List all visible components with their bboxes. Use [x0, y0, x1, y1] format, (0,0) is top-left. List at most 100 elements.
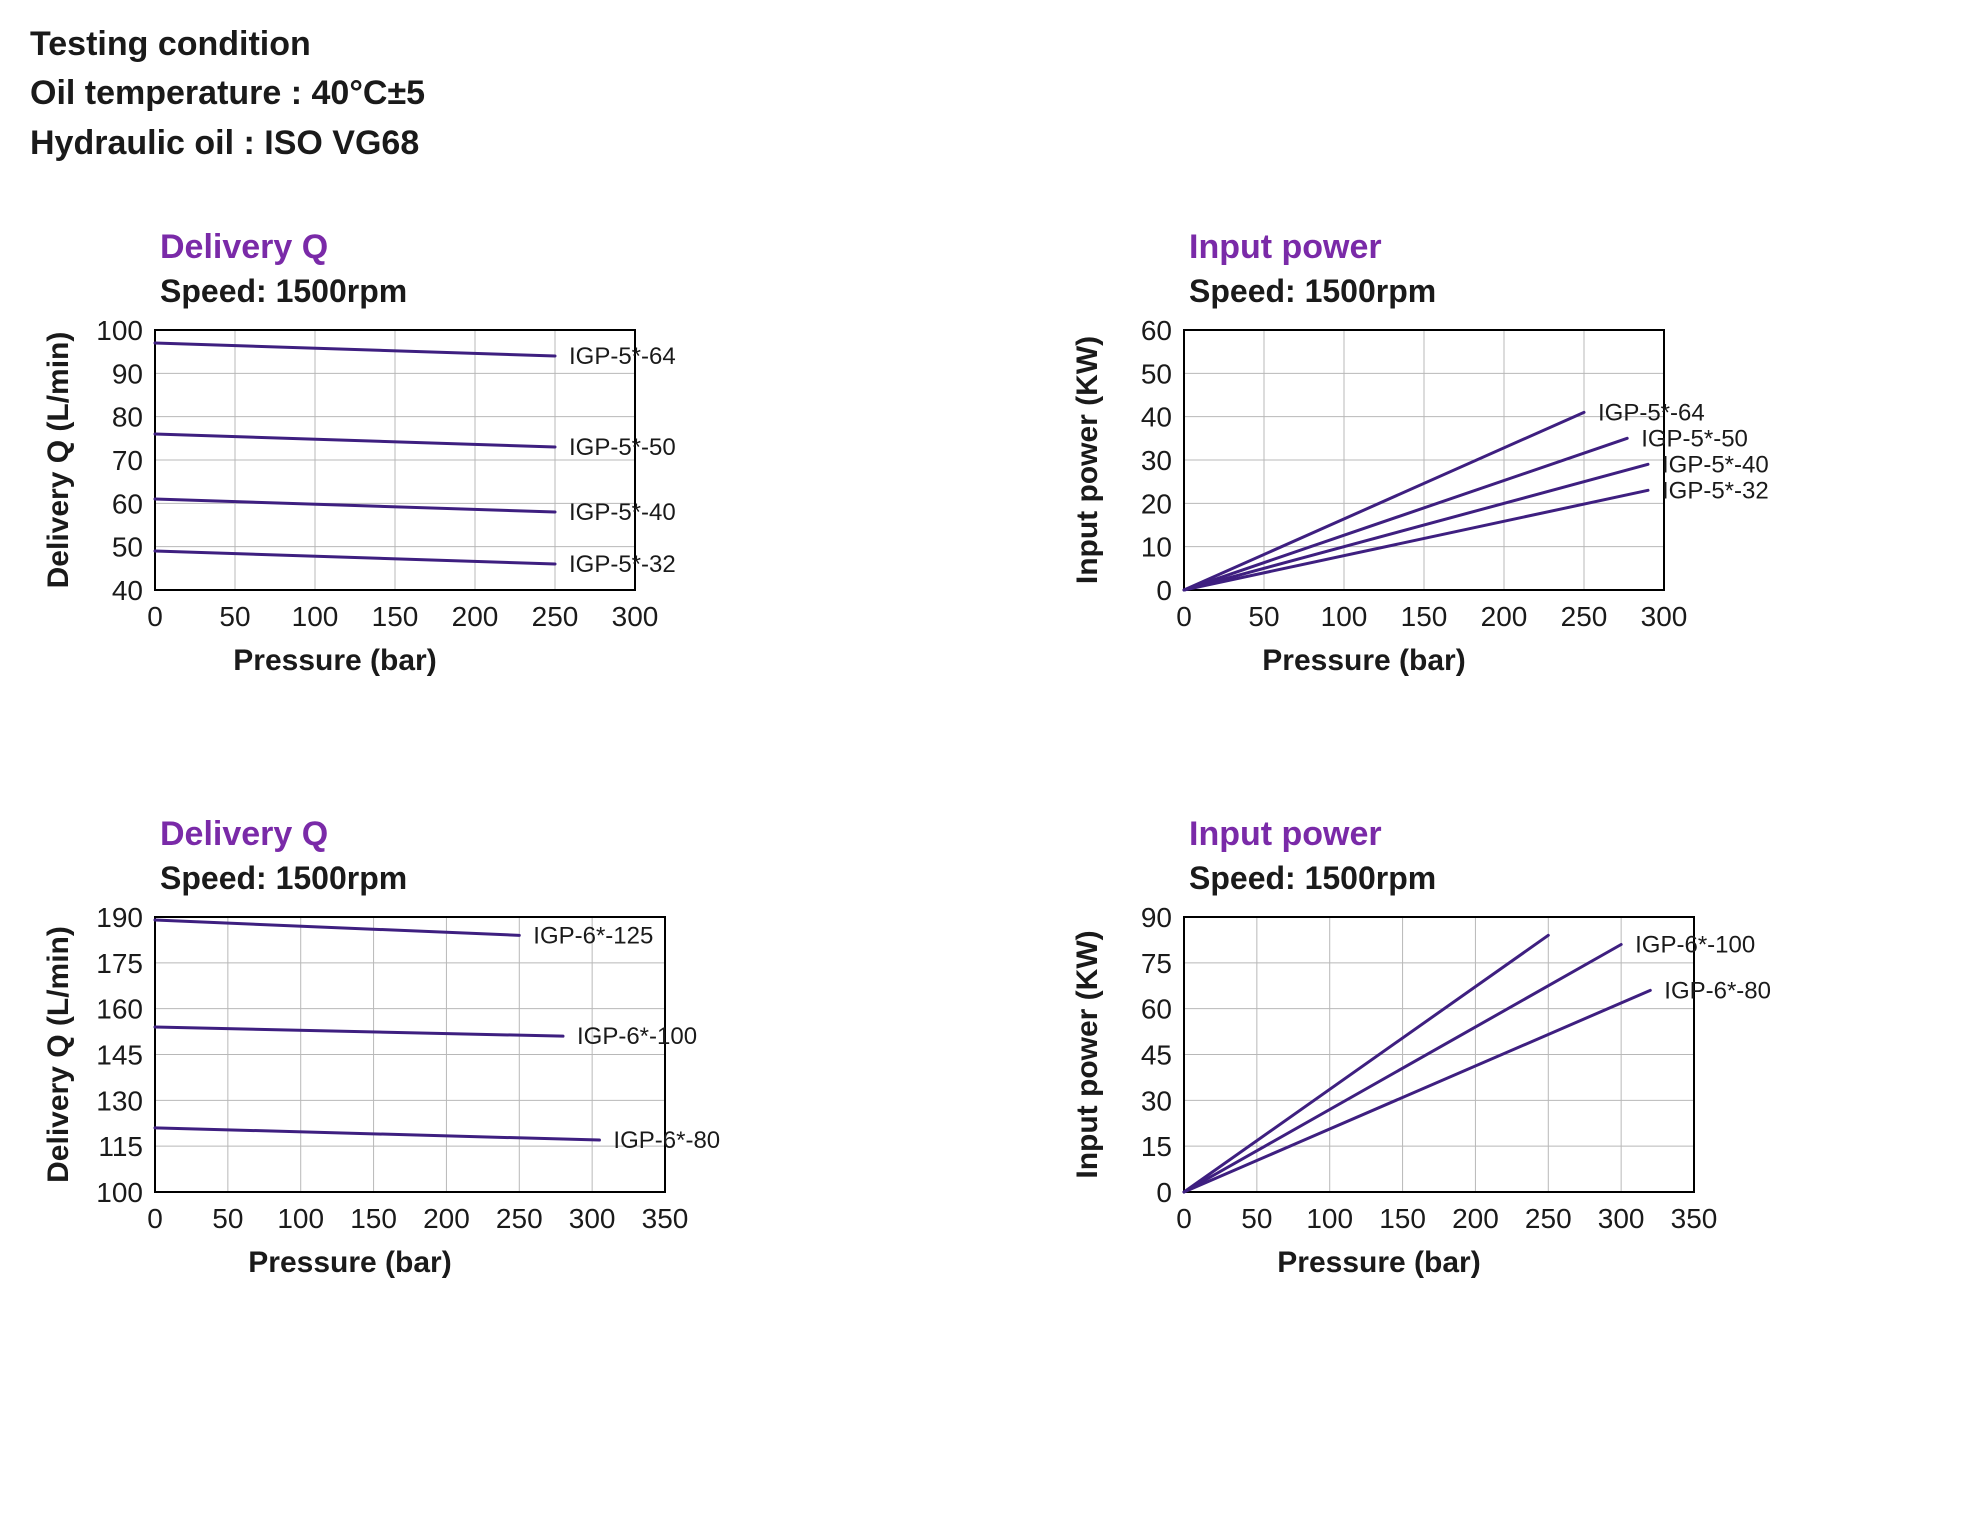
svg-text:100: 100 [96, 1177, 143, 1208]
chart-svg: 0501001502002503000102030405060IGP-5*-64… [1069, 320, 1864, 695]
svg-text:IGP-6*-100: IGP-6*-100 [577, 1023, 697, 1050]
charts-grid: Delivery Q Speed: 1500rpm 05010015020025… [30, 228, 1958, 1297]
svg-text:IGP-5*-50: IGP-5*-50 [1641, 425, 1748, 452]
svg-text:IGP-5*-64: IGP-5*-64 [569, 343, 676, 370]
svg-text:145: 145 [96, 1039, 143, 1070]
chart-subtitle: Speed: 1500rpm [160, 273, 860, 310]
svg-text:60: 60 [1141, 994, 1172, 1025]
svg-text:IGP-5*-40: IGP-5*-40 [1662, 451, 1769, 478]
svg-text:200: 200 [423, 1203, 470, 1234]
testing-conditions: Testing condition Oil temperature : 40°C… [30, 20, 1958, 168]
svg-text:20: 20 [1141, 488, 1172, 519]
svg-text:130: 130 [96, 1085, 143, 1116]
svg-text:175: 175 [96, 948, 143, 979]
svg-text:Input power (KW): Input power (KW) [1071, 930, 1104, 1178]
svg-text:115: 115 [98, 1131, 143, 1162]
chart-title: Delivery Q [160, 815, 860, 854]
svg-text:90: 90 [1141, 907, 1172, 933]
chart-delivery-igp5: Delivery Q Speed: 1500rpm 0 50 100 150 200 25… [40, 228, 860, 695]
chart-delivery-igp6: Delivery Q Speed: 1500rpm 0 50 100 150 200 25… [40, 815, 860, 1297]
svg-text:45: 45 [1141, 1039, 1172, 1070]
svg-text:40: 40 [112, 575, 143, 606]
svg-text:0: 0 [147, 1203, 163, 1234]
svg-text:300: 300 [569, 1203, 616, 1234]
header-line-3: Hydraulic oil : ISO VG68 [30, 119, 1958, 168]
svg-text:IGP-6*-125: IGP-6*-125 [1491, 907, 1611, 911]
svg-text:50: 50 [219, 601, 250, 632]
svg-text:350: 350 [1671, 1203, 1718, 1234]
svg-text:100: 100 [292, 601, 339, 632]
chart-svg: 0 50 100 150 200 250 300 40 50 60 70 80 90 100 IGP-5*-… [40, 320, 835, 695]
svg-text:IGP-6*-80: IGP-6*-80 [1664, 977, 1771, 1004]
chart-title: Input power [1189, 228, 1889, 267]
svg-text:IGP-5*-64: IGP-5*-64 [1598, 399, 1705, 426]
svg-text:Pressure (bar): Pressure (bar) [1262, 644, 1465, 677]
svg-text:IGP-6*-80: IGP-6*-80 [613, 1127, 720, 1154]
svg-text:Delivery Q (L/min): Delivery Q (L/min) [42, 926, 75, 1183]
svg-text:100: 100 [1321, 601, 1368, 632]
svg-text:80: 80 [112, 402, 143, 433]
chart-subtitle: Speed: 1500rpm [1189, 273, 1889, 310]
svg-text:90: 90 [112, 358, 143, 389]
svg-text:250: 250 [1525, 1203, 1572, 1234]
svg-text:300: 300 [612, 601, 659, 632]
svg-text:Input power (KW): Input power (KW) [1071, 336, 1104, 584]
svg-text:75: 75 [1141, 948, 1172, 979]
svg-text:200: 200 [1452, 1203, 1499, 1234]
svg-text:30: 30 [1141, 1085, 1172, 1116]
svg-text:IGP-5*-40: IGP-5*-40 [569, 499, 676, 526]
svg-text:100: 100 [1306, 1203, 1353, 1234]
svg-text:70: 70 [112, 445, 143, 476]
svg-text:Pressure (bar): Pressure (bar) [233, 644, 436, 677]
chart-power-igp5: Input power Speed: 1500rpm 0501001502002… [1069, 228, 1889, 695]
svg-text:Delivery Q (L/min): Delivery Q (L/min) [42, 332, 75, 589]
svg-text:IGP-5*-32: IGP-5*-32 [1662, 477, 1769, 504]
svg-text:250: 250 [496, 1203, 543, 1234]
svg-text:40: 40 [1141, 402, 1172, 433]
svg-text:250: 250 [532, 601, 579, 632]
svg-text:10: 10 [1141, 532, 1172, 563]
svg-text:0: 0 [147, 601, 163, 632]
svg-text:50: 50 [112, 532, 143, 563]
chart-svg: 0 50 100 150 200 250 300 350 0 15 30 45 60 75 90 IGP-6*… [1069, 907, 1894, 1297]
chart-subtitle: Speed: 1500rpm [1189, 860, 1889, 897]
svg-text:100: 100 [277, 1203, 324, 1234]
svg-text:150: 150 [1379, 1203, 1426, 1234]
svg-text:15: 15 [1141, 1131, 1172, 1162]
svg-text:50: 50 [212, 1203, 243, 1234]
svg-text:0: 0 [1176, 1203, 1192, 1234]
svg-text:50: 50 [1248, 601, 1279, 632]
svg-text:150: 150 [372, 601, 419, 632]
svg-text:30: 30 [1141, 445, 1172, 476]
svg-text:IGP-6*-125: IGP-6*-125 [533, 922, 653, 949]
svg-text:300: 300 [1641, 601, 1688, 632]
chart-subtitle: Speed: 1500rpm [160, 860, 860, 897]
svg-text:0: 0 [1156, 1177, 1172, 1208]
svg-text:Pressure (bar): Pressure (bar) [248, 1246, 451, 1279]
svg-text:300: 300 [1598, 1203, 1645, 1234]
svg-text:IGP-5*-50: IGP-5*-50 [569, 434, 676, 461]
svg-text:IGP-5*-32: IGP-5*-32 [569, 551, 676, 578]
svg-text:250: 250 [1561, 601, 1608, 632]
svg-text:Pressure (bar): Pressure (bar) [1277, 1246, 1480, 1279]
svg-text:60: 60 [112, 488, 143, 519]
header-line-2: Oil temperature : 40°C±5 [30, 69, 1958, 118]
svg-text:200: 200 [452, 601, 499, 632]
header-line-1: Testing condition [30, 20, 1958, 69]
svg-text:160: 160 [96, 994, 143, 1025]
chart-power-igp6: Input power Speed: 1500rpm 0501001502002… [1069, 815, 1889, 1297]
chart-title: Delivery Q [160, 228, 860, 267]
svg-text:200: 200 [1481, 601, 1528, 632]
svg-text:0: 0 [1176, 601, 1192, 632]
svg-text:50: 50 [1141, 358, 1172, 389]
svg-text:60: 60 [1141, 320, 1172, 346]
chart-svg: 0 50 100 150 200 250 300 350 100 115 130 145 160 175 1… [40, 907, 865, 1297]
svg-text:IGP-6*-100: IGP-6*-100 [1635, 931, 1755, 958]
chart-title: Input power [1189, 815, 1889, 854]
svg-text:100: 100 [96, 320, 143, 346]
svg-text:0: 0 [1156, 575, 1172, 606]
svg-text:150: 150 [350, 1203, 397, 1234]
svg-text:190: 190 [96, 907, 143, 933]
svg-text:350: 350 [642, 1203, 689, 1234]
svg-text:50: 50 [1241, 1203, 1272, 1234]
